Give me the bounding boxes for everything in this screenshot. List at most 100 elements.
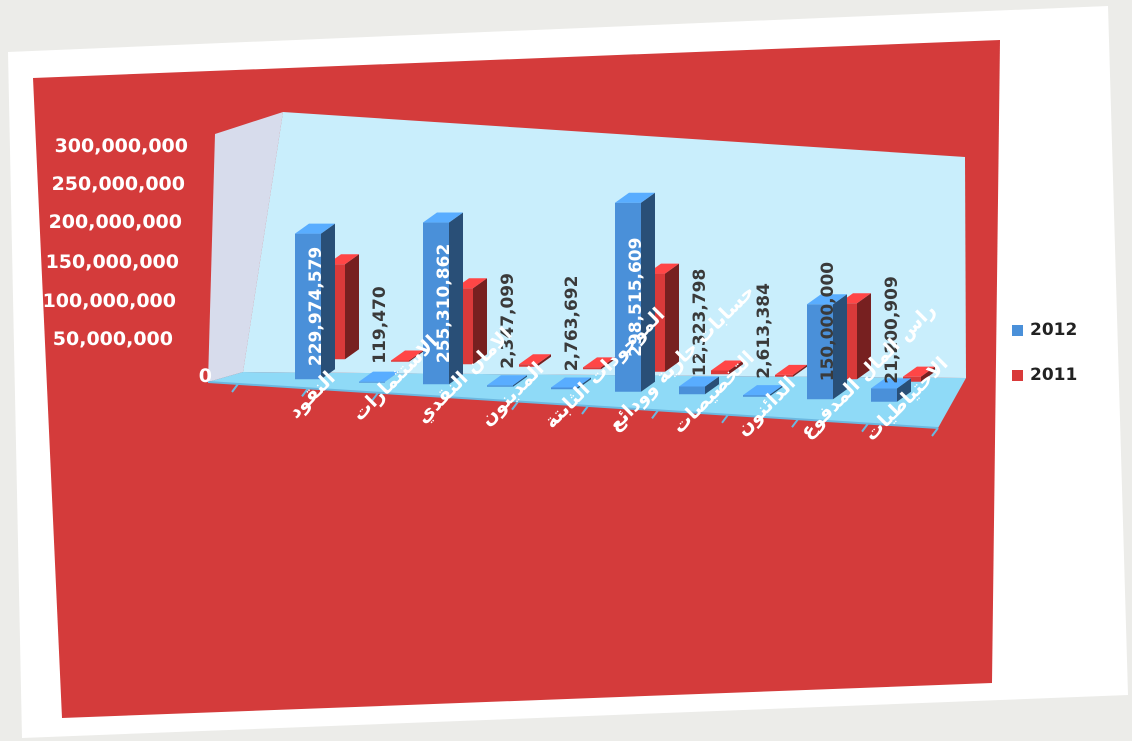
y-tick-label: 100,000,000 [43,290,176,312]
bar-2012-top [295,223,335,234]
bar-2011 [903,366,935,382]
x-tick-mark [861,423,869,433]
bar-2012-front [871,388,897,402]
bar-2012 [423,212,463,385]
bar-2012 [551,377,591,390]
bar-2012 [487,375,527,387]
bar-2011-side [473,278,487,365]
x-tick-mark [721,414,729,424]
data-label: 21,200,909 [882,276,902,384]
bar-2012-front [423,222,449,385]
bar-2011-top [711,360,743,371]
data-label: 150,000,000 [818,262,838,382]
bar-2011-front [519,364,537,367]
bar-2011-top [519,354,551,365]
bar-2012-top [743,385,783,396]
legend-swatch-2012 [1012,325,1023,336]
data-label: 2,763,692 [562,276,582,372]
x-tick-mark [791,418,799,428]
bar-2012-side [449,212,463,385]
bar-2012-front [487,385,513,387]
bar-2012 [807,294,847,400]
bar-2011-side [857,293,871,380]
bar-2012-top [807,294,847,305]
data-label: 2,613,384 [754,283,774,379]
bar-2012-side [513,375,527,387]
bar-2011-top [583,357,615,368]
series-2012-bars [295,192,911,402]
bar-2012 [679,376,719,395]
bar-2011-top [775,364,807,375]
bar-2012 [295,223,335,380]
bar-2011 [775,364,807,377]
bar-2011-side [921,366,935,382]
bar-2012-top [423,212,463,223]
bar-2012-top [679,376,719,387]
x-axis-tick-marks [231,383,939,437]
bar-2012-top [871,378,911,389]
legend-label-2012: 2012 [1030,320,1077,340]
bar-2012-side [705,376,719,395]
x-tick-mark [581,405,589,415]
y-tick-label: 150,000,000 [46,251,179,273]
side-wall [208,112,283,382]
bar-2011-side [601,357,615,370]
bar-2011-side [729,360,743,375]
bar-2012-front [359,381,385,383]
legend: 2012 2011 [1012,320,1077,385]
data-label: 2,347,099 [498,273,518,369]
x-tick-mark [301,387,309,397]
x-tick-mark [231,383,239,393]
bar-2011-front [711,370,729,375]
bar-2011-front [903,376,921,382]
y-tick-label: 250,000,000 [52,173,185,195]
bar-2012-top [359,371,399,382]
y-axis-tick-labels: 300,000,000 250,000,000 200,000,000 150,000… [43,135,212,387]
bar-2012-side [577,377,591,390]
bar-2011-side [665,263,679,372]
bar-2011-side [537,354,551,367]
bar-2011-side [409,350,423,362]
bar-2011 [391,350,423,362]
legend-label-2011: 2011 [1030,365,1077,385]
x-tick-mark [511,401,519,411]
bar-2012 [871,378,911,402]
x-tick-mark [441,396,449,406]
data-label: 298,515,609 [626,238,646,357]
bar-2011 [519,354,551,367]
bar-2012-top [487,375,527,386]
bar-2012-top [615,192,655,203]
x-tick-mark [371,392,379,402]
x-axis-line [207,381,939,429]
bar-2012-side [833,294,847,400]
data-label: 12,323,798 [690,269,710,377]
bar-2011 [711,360,743,375]
bar-2011-front [391,360,409,362]
data-label: 229,974,579 [306,247,326,366]
bar-2012-front [615,202,641,392]
x-tick-mark [931,427,939,437]
bar-2012-top [551,377,591,388]
bar-2011-side [793,364,807,377]
data-label: 255,310,862 [434,244,454,363]
bar-2012-side [769,385,783,397]
bar-2011 [583,357,615,370]
bar-2012-front [679,386,705,395]
bar-2012 [615,192,655,392]
legend-swatch-2011 [1012,370,1023,381]
y-tick-label: 200,000,000 [49,211,182,233]
bar-2011-front [583,367,601,370]
bar-2011-front [775,374,793,377]
y-tick-label: 50,000,000 [53,328,173,350]
bar-2011-top [391,350,423,361]
bar-2012-side [321,223,335,380]
bar-2012-front [551,387,577,390]
x-tick-mark [651,409,659,419]
y-tick-label: 0 [199,365,212,387]
bar-2012-side [897,378,911,402]
data-label: 119,470 [370,286,390,364]
bar-2012-front [743,395,769,397]
bar-2011-top [903,366,935,377]
bar-2012 [359,371,399,383]
